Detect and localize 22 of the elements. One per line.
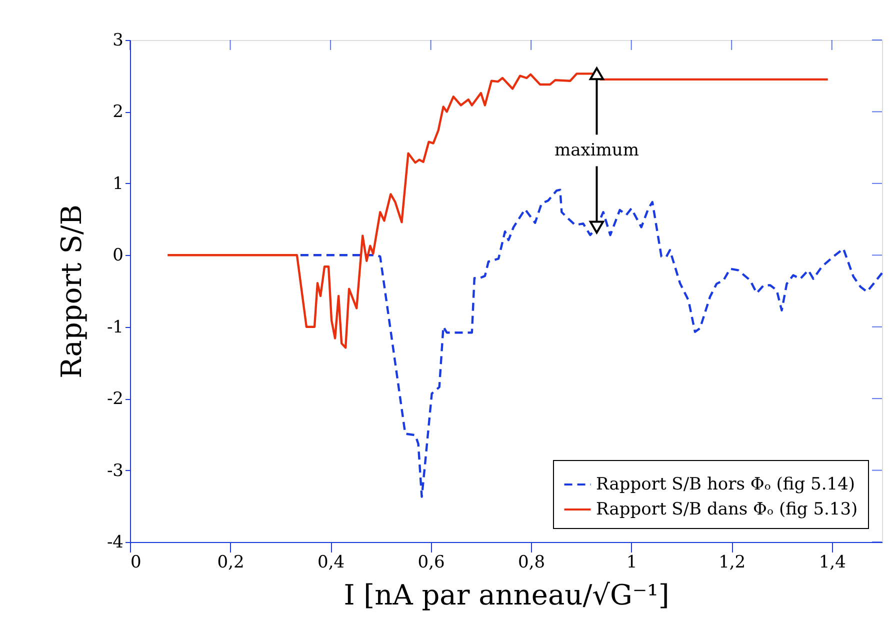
x-axis-title: I [nA par anneau/√G⁻¹] [344, 578, 670, 612]
y-tick-label: 2 [112, 102, 124, 122]
x-tick-label: 0 [130, 552, 142, 572]
x-tick-label: 1 [626, 552, 638, 572]
legend-label: Rapport S/B dans Φₒ (fig 5.13) [596, 500, 858, 520]
x-tick-label: 0,2 [217, 552, 244, 572]
y-tick-label: 3 [112, 30, 124, 50]
annotation: maximum [554, 140, 639, 160]
x-tick-label: 0,4 [318, 552, 345, 572]
x-tick-label: 1,2 [718, 552, 746, 572]
y-tick-label: 0 [112, 246, 124, 266]
x-tick-label: 0,6 [418, 552, 445, 572]
x-tick-label: 1,4 [818, 552, 846, 572]
y-tick-label: 1 [112, 174, 124, 194]
y-tick-label: -4 [106, 532, 124, 552]
line-series [299, 188, 884, 498]
y-axis-title: Rapport S/B [54, 204, 88, 378]
legend-label: Rapport S/B hors Φₒ (fig 5.14) [596, 474, 856, 494]
y-tick-label: -3 [106, 460, 124, 481]
y-tick-label: -2 [106, 389, 124, 410]
y-tick-label: -1 [106, 317, 124, 338]
x-tick-label: 0,8 [518, 552, 546, 572]
